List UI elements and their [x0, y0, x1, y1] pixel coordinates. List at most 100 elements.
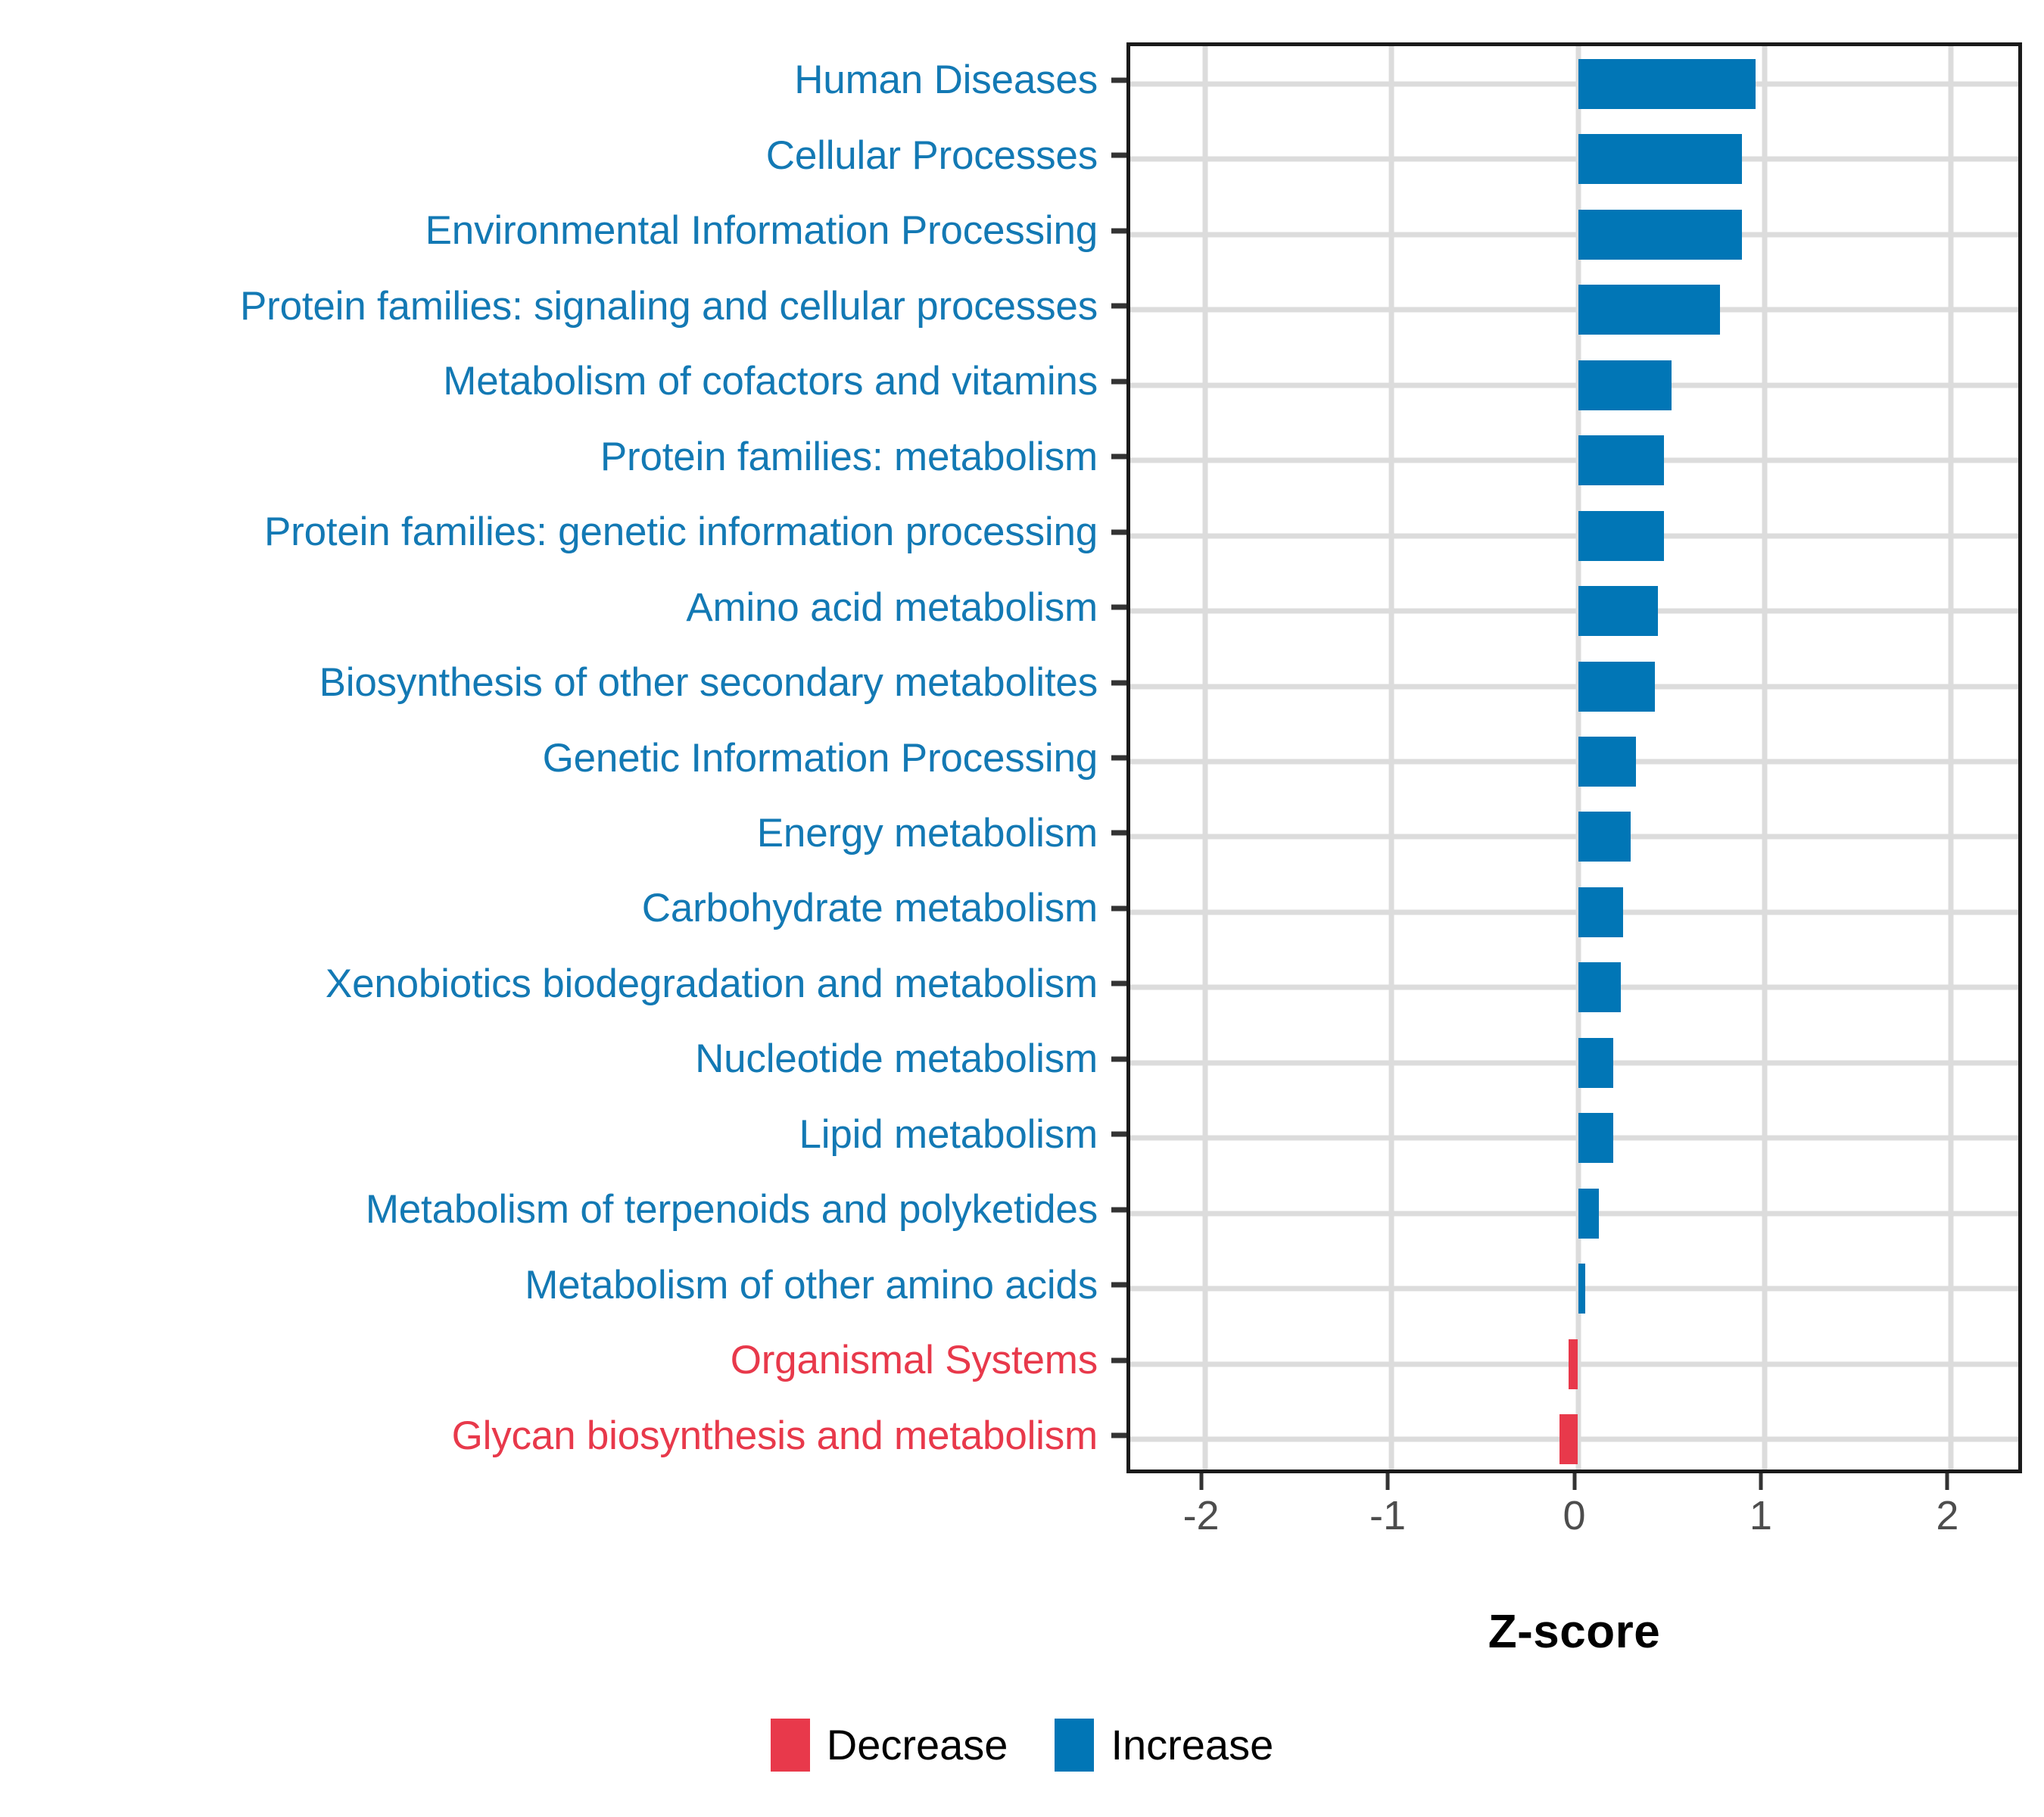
bar — [1578, 812, 1631, 862]
y-axis-label: Environmental Information Processing — [425, 208, 1098, 254]
y-axis-tick — [1111, 1282, 1126, 1288]
y-axis-tick — [1111, 1207, 1126, 1213]
legend-item-increase[interactable]: Increase — [1055, 1719, 1273, 1772]
y-gridline — [1130, 457, 2018, 463]
y-axis-tick — [1111, 303, 1126, 309]
bar — [1578, 661, 1655, 712]
x-gridline — [1948, 46, 1954, 1469]
x-gridline — [1388, 46, 1394, 1469]
x-axis-tick — [1199, 1473, 1204, 1490]
x-axis-tick-label: -1 — [1369, 1493, 1407, 1538]
y-axis-tick — [1111, 1056, 1126, 1062]
plot-area — [1130, 46, 2018, 1469]
x-gridline — [1202, 46, 1208, 1469]
bar — [1578, 962, 1622, 1013]
y-axis-label: Biosynthesis of other secondary metaboli… — [319, 660, 1098, 706]
legend-label-increase: Increase — [1111, 1721, 1274, 1769]
y-axis-label: Metabolism of terpenoids and polyketides — [365, 1187, 1098, 1233]
y-axis-tick — [1111, 980, 1126, 986]
y-axis-label: Metabolism of other amino acids — [525, 1262, 1098, 1307]
x-axis-tick — [1759, 1473, 1763, 1490]
y-gridline — [1130, 1211, 2018, 1217]
y-axis-label: Energy metabolism — [756, 810, 1098, 856]
y-axis-tick — [1111, 604, 1126, 610]
y-gridline — [1130, 382, 2018, 388]
bar — [1578, 1188, 1599, 1239]
y-axis-label: Protein families: signaling and cellular… — [239, 283, 1098, 329]
y-gridline — [1130, 834, 2018, 840]
x-axis-tick-label: 0 — [1563, 1493, 1586, 1538]
bar — [1578, 1113, 1614, 1164]
bar — [1569, 1339, 1578, 1389]
y-axis-tick — [1111, 77, 1126, 83]
y-gridline — [1130, 533, 2018, 539]
bar — [1559, 1414, 1578, 1465]
y-gridline — [1130, 608, 2018, 614]
bar — [1578, 1264, 1586, 1314]
y-gridline — [1130, 1135, 2018, 1141]
y-axis-tick — [1111, 379, 1126, 385]
y-axis-tick — [1111, 1432, 1126, 1438]
bar — [1578, 360, 1672, 410]
legend: Decrease Increase — [0, 1719, 2044, 1772]
y-gridline — [1130, 984, 2018, 990]
y-axis-tick — [1111, 529, 1126, 535]
x-axis: -2 -1 0 1 2 — [1126, 1473, 2022, 1572]
y-gridline — [1130, 1286, 2018, 1292]
y-axis-label: Protein families: metabolism — [600, 434, 1098, 479]
legend-swatch-increase — [1055, 1719, 1095, 1772]
y-axis-label: Nucleotide metabolism — [695, 1036, 1098, 1082]
x-axis-title: Z-score — [1488, 1606, 1661, 1658]
y-axis-tick — [1111, 1131, 1126, 1137]
y-axis-label: Metabolism of cofactors and vitamins — [443, 359, 1098, 404]
y-gridline — [1130, 232, 2018, 238]
y-gridline — [1130, 1060, 2018, 1066]
x-axis-tick — [1945, 1473, 1949, 1490]
y-axis-label: Protein families: genetic information pr… — [264, 510, 1098, 555]
y-axis-category-labels: Human Diseases Cellular Processes Environm… — [0, 42, 1126, 1473]
bar — [1578, 737, 1636, 787]
y-axis-tick — [1111, 905, 1126, 912]
bar — [1578, 285, 1720, 335]
bar — [1578, 134, 1743, 185]
y-gridline — [1130, 684, 2018, 690]
y-gridline — [1130, 156, 2018, 162]
bar — [1578, 58, 1756, 109]
y-axis-tick — [1111, 453, 1126, 460]
legend-label-decrease: Decrease — [826, 1721, 1008, 1769]
x-axis-tick — [1385, 1473, 1390, 1490]
y-axis-label: Amino acid metabolism — [686, 584, 1098, 630]
y-axis-label: Glycan biosynthesis and metabolism — [451, 1413, 1098, 1458]
bar — [1578, 586, 1659, 637]
bar — [1578, 887, 1623, 937]
y-axis-tick — [1111, 1357, 1126, 1364]
y-axis-label: Organismal Systems — [730, 1338, 1098, 1383]
y-gridline — [1130, 759, 2018, 765]
bar — [1578, 209, 1743, 260]
bar — [1578, 510, 1664, 561]
x-axis-tick — [1572, 1473, 1576, 1490]
y-axis-tick — [1111, 228, 1126, 234]
y-axis-label: Cellular Processes — [765, 132, 1098, 178]
legend-swatch-decrease — [770, 1719, 810, 1772]
y-axis-tick — [1111, 755, 1126, 761]
y-axis-label: Lipid metabolism — [799, 1111, 1098, 1157]
y-axis-tick — [1111, 152, 1126, 158]
bar — [1578, 435, 1664, 486]
y-gridline — [1130, 909, 2018, 915]
x-gridline — [1762, 46, 1768, 1469]
y-axis-label: Carbohydrate metabolism — [641, 886, 1098, 931]
y-axis-tick — [1111, 680, 1126, 686]
y-axis-label: Human Diseases — [794, 58, 1098, 103]
y-gridline — [1130, 81, 2018, 87]
legend-item-decrease[interactable]: Decrease — [770, 1719, 1008, 1772]
x-axis-tick-label: 1 — [1749, 1493, 1772, 1538]
y-gridline — [1130, 307, 2018, 313]
bar — [1578, 1037, 1614, 1088]
y-axis-label: Xenobiotics biodegradation and metabolis… — [325, 961, 1098, 1006]
plot-panel — [1126, 42, 2022, 1473]
y-axis-label: Genetic Information Processing — [542, 735, 1098, 781]
x-axis-tick-label: -2 — [1182, 1493, 1220, 1538]
y-axis-tick — [1111, 830, 1126, 836]
